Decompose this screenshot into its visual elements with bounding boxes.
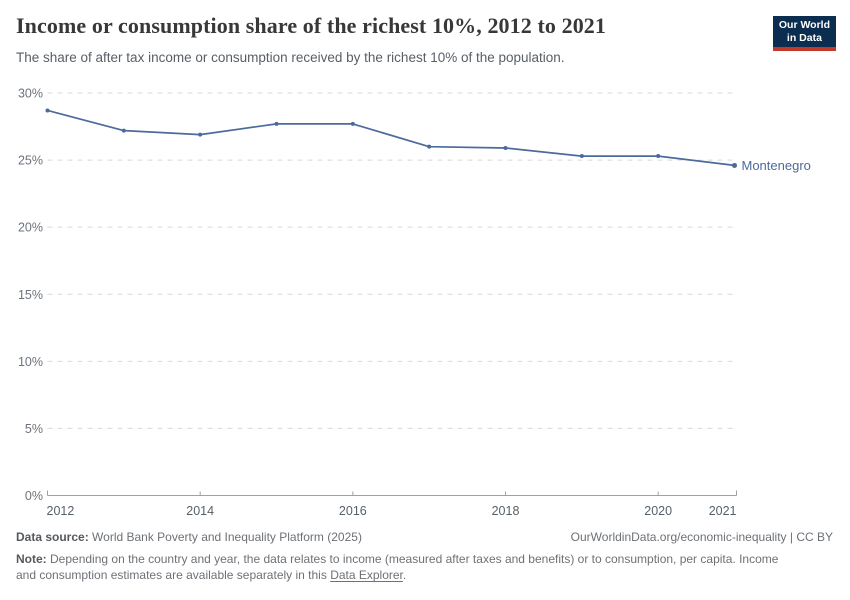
x-tick-label: 2012	[47, 504, 75, 518]
x-tick-label: 2021	[709, 504, 737, 518]
data-source-text: World Bank Poverty and Inequality Platfo…	[88, 530, 362, 544]
y-tick-label: 10%	[18, 355, 43, 369]
data-point-marker[interactable]	[121, 128, 126, 133]
data-point-marker[interactable]	[350, 121, 355, 126]
attribution-license: OurWorldinData.org/economic-inequality |…	[570, 530, 833, 544]
x-tick-label: 2014	[186, 504, 214, 518]
data-point-marker[interactable]	[274, 121, 279, 126]
data-explorer-link[interactable]: Data Explorer	[330, 568, 403, 583]
y-tick-label: 30%	[18, 87, 43, 101]
owid-logo: Our World in Data	[772, 16, 836, 52]
note-period: .	[402, 568, 407, 583]
chart-footer: Data source: World Bank Poverty and Ineq…	[16, 530, 833, 584]
chart-subtitle: The share of after tax income or consump…	[16, 50, 565, 65]
data-point-marker[interactable]	[198, 132, 203, 137]
y-tick-label: 0%	[25, 489, 43, 503]
series-end-label-montenegro: Montenegro	[742, 158, 811, 173]
x-tick-label: 2018	[492, 504, 520, 518]
series-line-montenegro	[46, 109, 736, 167]
x-tick-label: 2016	[339, 504, 367, 518]
y-tick-label: 5%	[25, 422, 43, 436]
page-title: Income or consumption share of the riche…	[16, 13, 606, 38]
data-point-marker[interactable]	[45, 108, 50, 113]
data-source-line: Data source: World Bank Poverty and Ineq…	[16, 530, 362, 544]
data-source-label: Data source:	[16, 530, 89, 544]
data-point-marker[interactable]	[503, 146, 508, 151]
note-text: Depending on the country and year, the d…	[16, 552, 779, 583]
data-point-marker[interactable]	[732, 162, 737, 168]
y-tick-label: 15%	[18, 288, 43, 302]
x-tick-label: 2020	[644, 504, 672, 518]
data-point-marker[interactable]	[427, 144, 432, 149]
chart-note: Note: Depending on the country and year,…	[16, 551, 796, 584]
data-point-marker[interactable]	[656, 154, 661, 159]
owid-logo-line2: in Data	[786, 32, 822, 45]
y-tick-label: 25%	[18, 154, 43, 168]
y-tick-label: 20%	[18, 221, 43, 235]
note-label: Note:	[16, 552, 47, 566]
data-point-marker[interactable]	[579, 154, 584, 159]
owid-logo-line1: Our World	[778, 19, 830, 31]
